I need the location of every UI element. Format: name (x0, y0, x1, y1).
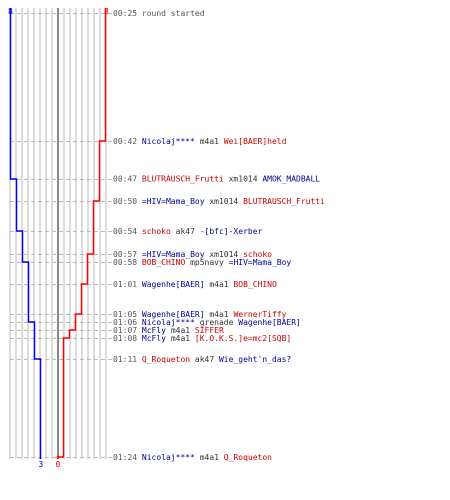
event-label: 00:42 Nicolaj**** m4a1 Wei[BAER]held (113, 137, 287, 146)
event-player: Nicolaj**** (142, 318, 195, 327)
event-label: 01:24 Nicolaj**** m4a1 Q_Roqueton (113, 453, 272, 462)
event-player: Nicolaj**** (142, 453, 195, 462)
event-label: 01:07 McFly m4a1 SIFFER (113, 326, 224, 335)
red-team-alive-line (56, 8, 107, 459)
blue-start-count: 8 (8, 7, 13, 16)
blue-end-count: 3 (39, 460, 44, 469)
event-weapon: xm1014 (205, 197, 244, 206)
event-player: round started (142, 9, 205, 18)
event-label: 01:08 McFly m4a1 [K.O.K.S.]e=mc2[SQB] (113, 334, 291, 343)
event-time: 01:06 (113, 318, 142, 327)
event-player: Wagenhe[BAER] (142, 280, 205, 289)
red-start-count: 8 (104, 7, 109, 16)
event-time: 01:08 (113, 334, 142, 343)
event-weapon: xm1014 (224, 175, 263, 184)
event-player: -[bfc]-Xerber (200, 227, 263, 236)
event-weapon: xm1014 (205, 250, 244, 259)
event-player: BLUTRAUSCH_Frutti (142, 175, 224, 184)
event-weapon: ak47 (190, 355, 219, 364)
event-label: 00:47 BLUTRAUSCH_Frutti xm1014 AMOK_MADB… (113, 175, 320, 184)
event-player: BOB_CHINO (233, 280, 277, 289)
event-time: 00:25 (113, 9, 142, 18)
event-weapon: m4a1 (166, 334, 195, 343)
event-player: schoko (142, 227, 171, 236)
event-weapon: ak47 (171, 227, 200, 236)
event-time: 01:24 (113, 453, 142, 462)
event-player: Q_Roqueton (142, 355, 190, 364)
event-weapon: grenade (195, 318, 238, 327)
event-player: BLUTRAUSCH_Frutti (243, 197, 325, 206)
event-time: 01:01 (113, 280, 142, 289)
event-weapon: m4a1 (205, 280, 234, 289)
event-weapon: m4a1 (195, 137, 224, 146)
event-player: Nicolaj**** (142, 137, 195, 146)
event-label: 00:57 =HIV=Mama_Boy xm1014 schoko (113, 250, 272, 259)
event-player: Q_Roqueton (224, 453, 272, 462)
event-label: 01:05 Wagenhe[BAER] m4a1 WernerTiffy (113, 310, 287, 319)
event-player: WernerTiffy (233, 310, 286, 319)
event-time: 00:42 (113, 137, 142, 146)
event-time: 01:05 (113, 310, 142, 319)
event-player: schoko (243, 250, 272, 259)
event-player: Wie_geht'n_das? (219, 355, 291, 364)
event-label: 00:25 round started (113, 9, 205, 18)
event-time: 00:54 (113, 227, 142, 236)
event-label: 00:58 BOB_CHINO mp5navy =HIV=Mama_Boy (113, 258, 291, 267)
event-label: 01:06 Nicolaj**** grenade Wagenhe[BAER] (113, 318, 301, 327)
event-label: 00:54 schoko ak47 -[bfc]-Xerber (113, 227, 263, 236)
event-player: Wei[BAER]held (224, 137, 287, 146)
event-time: 00:47 (113, 175, 142, 184)
event-player: BOB_CHINO (142, 258, 186, 267)
event-player: McFly (142, 334, 166, 343)
event-player: McFly (142, 326, 166, 335)
event-weapon: mp5navy (185, 258, 228, 267)
event-weapon: m4a1 (166, 326, 195, 335)
event-time: 01:11 (113, 355, 142, 364)
event-player: =HIV=Mama_Boy (142, 250, 205, 259)
event-player: SIFFER (195, 326, 224, 335)
event-weapon: m4a1 (195, 453, 224, 462)
event-player: AMOK_MADBALL (262, 175, 320, 184)
red-end-count: 0 (56, 460, 61, 469)
event-player: [K.O.K.S.]e=mc2[SQB] (195, 334, 291, 343)
event-player: Wagenhe[BAER] (238, 318, 301, 327)
event-time: 00:58 (113, 258, 142, 267)
event-time: 01:07 (113, 326, 142, 335)
event-label: 01:01 Wagenhe[BAER] m4a1 BOB_CHINO (113, 280, 277, 289)
event-time: 00:57 (113, 250, 142, 259)
blue-team-alive-line (9, 8, 42, 459)
event-label: 00:50 =HIV=Mama_Boy xm1014 BLUTRAUSCH_Fr… (113, 197, 325, 206)
event-weapon: m4a1 (205, 310, 234, 319)
event-player: =HIV=Mama_Boy (229, 258, 292, 267)
event-player: =HIV=Mama_Boy (142, 197, 205, 206)
event-time: 00:50 (113, 197, 142, 206)
event-player: Wagenhe[BAER] (142, 310, 205, 319)
event-label: 01:11 Q_Roqueton ak47 Wie_geht'n_das? (113, 355, 291, 364)
